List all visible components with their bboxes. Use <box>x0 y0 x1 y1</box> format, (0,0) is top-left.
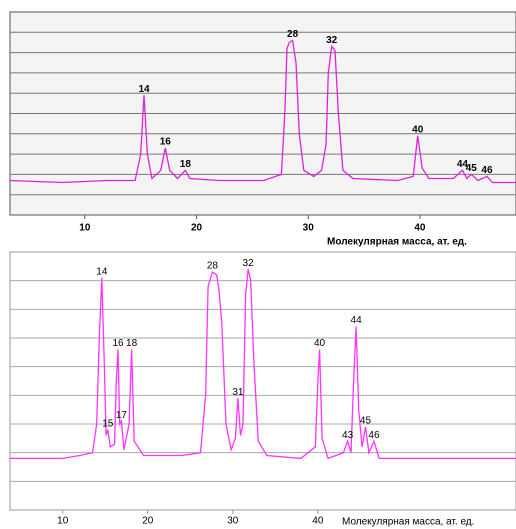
annotation: 46 <box>481 165 493 176</box>
annotation: 40 <box>314 338 326 349</box>
annotation: 17 <box>116 410 128 421</box>
x-tick-label: 20 <box>191 223 203 234</box>
annotation: 18 <box>180 159 192 170</box>
annotation: 28 <box>207 261 219 272</box>
x-tick-label: 10 <box>79 223 91 234</box>
annotation: 32 <box>326 35 338 46</box>
spectrum-1: 10 20 30 40 Молекулярная масса, ат. ед. 14 16 1… <box>9 11 516 248</box>
annotation: 44 <box>351 315 363 326</box>
x-tick-label: 40 <box>312 516 324 527</box>
annotation: 16 <box>112 338 124 349</box>
annotation: 15 <box>102 418 114 429</box>
plot-area <box>9 251 516 511</box>
annotation: 28 <box>287 29 299 40</box>
x-tick-label: 10 <box>57 516 69 527</box>
annotation: 40 <box>412 124 424 135</box>
annotation: 45 <box>466 163 478 174</box>
annotation: 16 <box>160 137 172 148</box>
x-tick-label: 20 <box>142 516 154 527</box>
x-axis-label: Молекулярная масса, ат. ед. <box>342 517 474 528</box>
annotation: 14 <box>138 84 150 95</box>
x-axis-label: Молекулярная масса, ат. ед. <box>327 237 467 248</box>
annotation: 45 <box>360 416 372 427</box>
x-tick-label: 40 <box>414 223 426 234</box>
annotation: 32 <box>243 258 255 269</box>
annotation: 31 <box>232 387 244 398</box>
annotation: 14 <box>96 266 108 277</box>
annotation: 44 <box>457 159 469 170</box>
spectrum-2: 10 20 30 40 Молекулярная масса, ат. ед.14151… <box>9 251 516 528</box>
annotation: 46 <box>368 430 380 441</box>
spectrum-line <box>10 269 516 460</box>
annotation: 18 <box>126 338 138 349</box>
x-tick-label: 30 <box>303 223 315 234</box>
x-tick-label: 30 <box>227 516 239 527</box>
annotation: 43 <box>342 430 354 441</box>
spectrum-line <box>9 39 516 184</box>
